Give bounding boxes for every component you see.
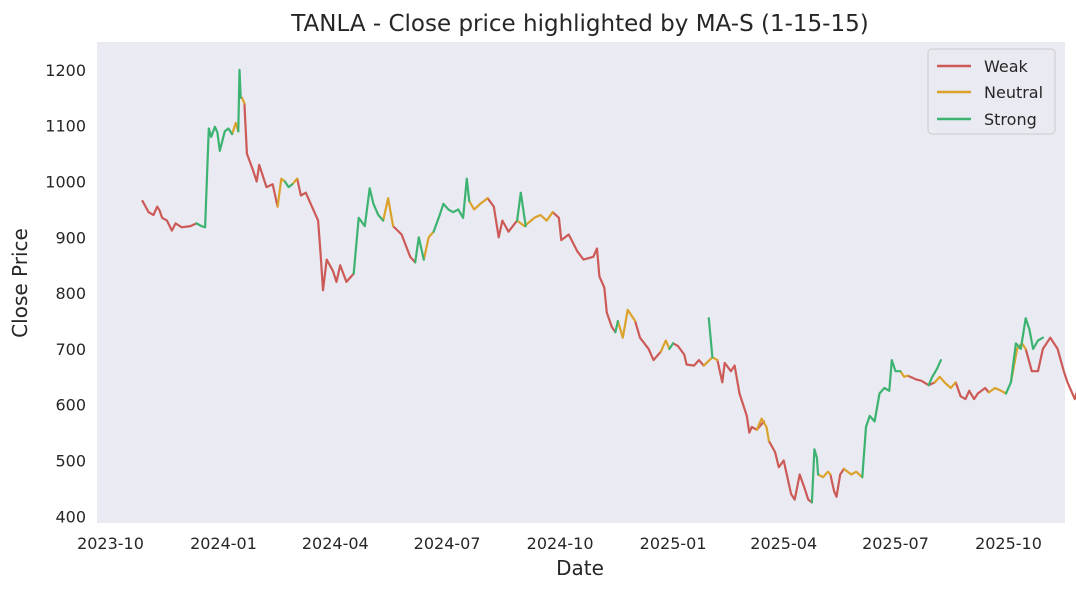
- series-line-neutral-7: [515, 211, 554, 228]
- y-tick-label: 900: [55, 228, 86, 247]
- series-line-strong-10: [810, 448, 820, 504]
- series-line-weak-7: [671, 342, 705, 367]
- x-tick-labels: 2023-10 2024-01 2024-04 2024-07 2024-10 2025-…: [77, 534, 1042, 553]
- x-tick-label: 2023-10: [77, 534, 144, 553]
- x-tick-label: 2024-01: [190, 534, 257, 553]
- series-line-neutral-9: [659, 339, 671, 353]
- series-line-neutral-5: [422, 230, 435, 261]
- series-line-strong-8: [668, 342, 675, 350]
- series-line-strong-2: [283, 180, 294, 189]
- series-line-weak-6: [633, 319, 662, 362]
- series-line-weak-10: [829, 467, 846, 498]
- x-tick-label: 2025-01: [640, 534, 707, 553]
- series-line-strong-12: [927, 359, 943, 387]
- x-tick-label: 2025-10: [975, 534, 1042, 553]
- series-line-neutral-11: [755, 417, 771, 443]
- series-line-strong-1: [237, 68, 242, 133]
- chart-title: TANLA - Close price highlighted by MA-S …: [290, 11, 868, 37]
- series-line-strong-0: [195, 125, 234, 229]
- y-tick-label: 1100: [45, 117, 86, 136]
- y-tick-label: 600: [55, 396, 86, 415]
- series-line-weak-5: [551, 211, 617, 334]
- y-tick-label: 1200: [45, 61, 86, 80]
- series-line-strong-6: [515, 191, 527, 228]
- legend-label-weak: Weak: [984, 57, 1029, 76]
- y-tick-label: 800: [55, 284, 86, 303]
- legend-label-neutral: Neutral: [984, 83, 1043, 102]
- series-line-strong-13: [1004, 317, 1045, 395]
- y-tick-label: 1000: [45, 173, 86, 192]
- series-line-weak-2: [296, 177, 355, 292]
- legend: Weak Neutral Strong: [927, 48, 1056, 135]
- series-line-neutral-12: [816, 470, 832, 479]
- x-axis-title: Date: [556, 556, 604, 580]
- series-line-neutral-1: [240, 96, 246, 105]
- series-line-strong-3: [352, 187, 385, 275]
- series-line-neutral-8: [616, 308, 637, 339]
- y-tick-label: 400: [55, 507, 86, 526]
- series-line-weak-1: [243, 102, 279, 208]
- series-line-strong-11: [861, 359, 902, 479]
- x-tick-label: 2024-10: [527, 534, 594, 553]
- legend-label-strong: Strong: [984, 110, 1037, 129]
- series-layer: [141, 68, 1076, 504]
- series-line-strong-9: [707, 317, 714, 359]
- series-line-neutral-13: [842, 467, 864, 479]
- plot-area: [97, 42, 1065, 523]
- series-line-weak-4: [486, 197, 519, 239]
- y-axis-title: Close Price: [8, 228, 32, 338]
- series-line-neutral-15: [933, 375, 957, 390]
- y-tick-label: 700: [55, 340, 86, 359]
- series-line-weak-12: [954, 381, 990, 401]
- y-tick-label: 500: [55, 452, 86, 471]
- series-line-strong-4: [414, 236, 425, 264]
- y-tick-labels: 400 500 600 700 800 900 1000 1100 1200: [45, 61, 86, 526]
- series-line-weak-8: [716, 359, 766, 434]
- series-line-strong-5: [432, 177, 471, 233]
- x-tick-label: 2025-07: [862, 534, 929, 553]
- series-line-neutral-3: [291, 177, 299, 186]
- series-line-neutral-14: [899, 370, 909, 378]
- series-line-weak-0: [141, 199, 198, 232]
- series-line-weak-9: [767, 439, 814, 504]
- x-tick-label: 2024-04: [302, 534, 369, 553]
- x-tick-label: 2024-07: [414, 534, 481, 553]
- x-tick-label: 2025-04: [750, 534, 817, 553]
- series-line-weak-13: [1024, 336, 1076, 401]
- series-line-neutral-2: [276, 177, 286, 208]
- series-line-neutral-16: [987, 386, 1008, 395]
- series-line-strong-7: [614, 319, 620, 334]
- series-line-neutral-4: [382, 197, 395, 228]
- series-line-weak-3: [392, 225, 417, 264]
- series-line-neutral-6: [468, 197, 489, 211]
- legend-frame: [927, 48, 1056, 135]
